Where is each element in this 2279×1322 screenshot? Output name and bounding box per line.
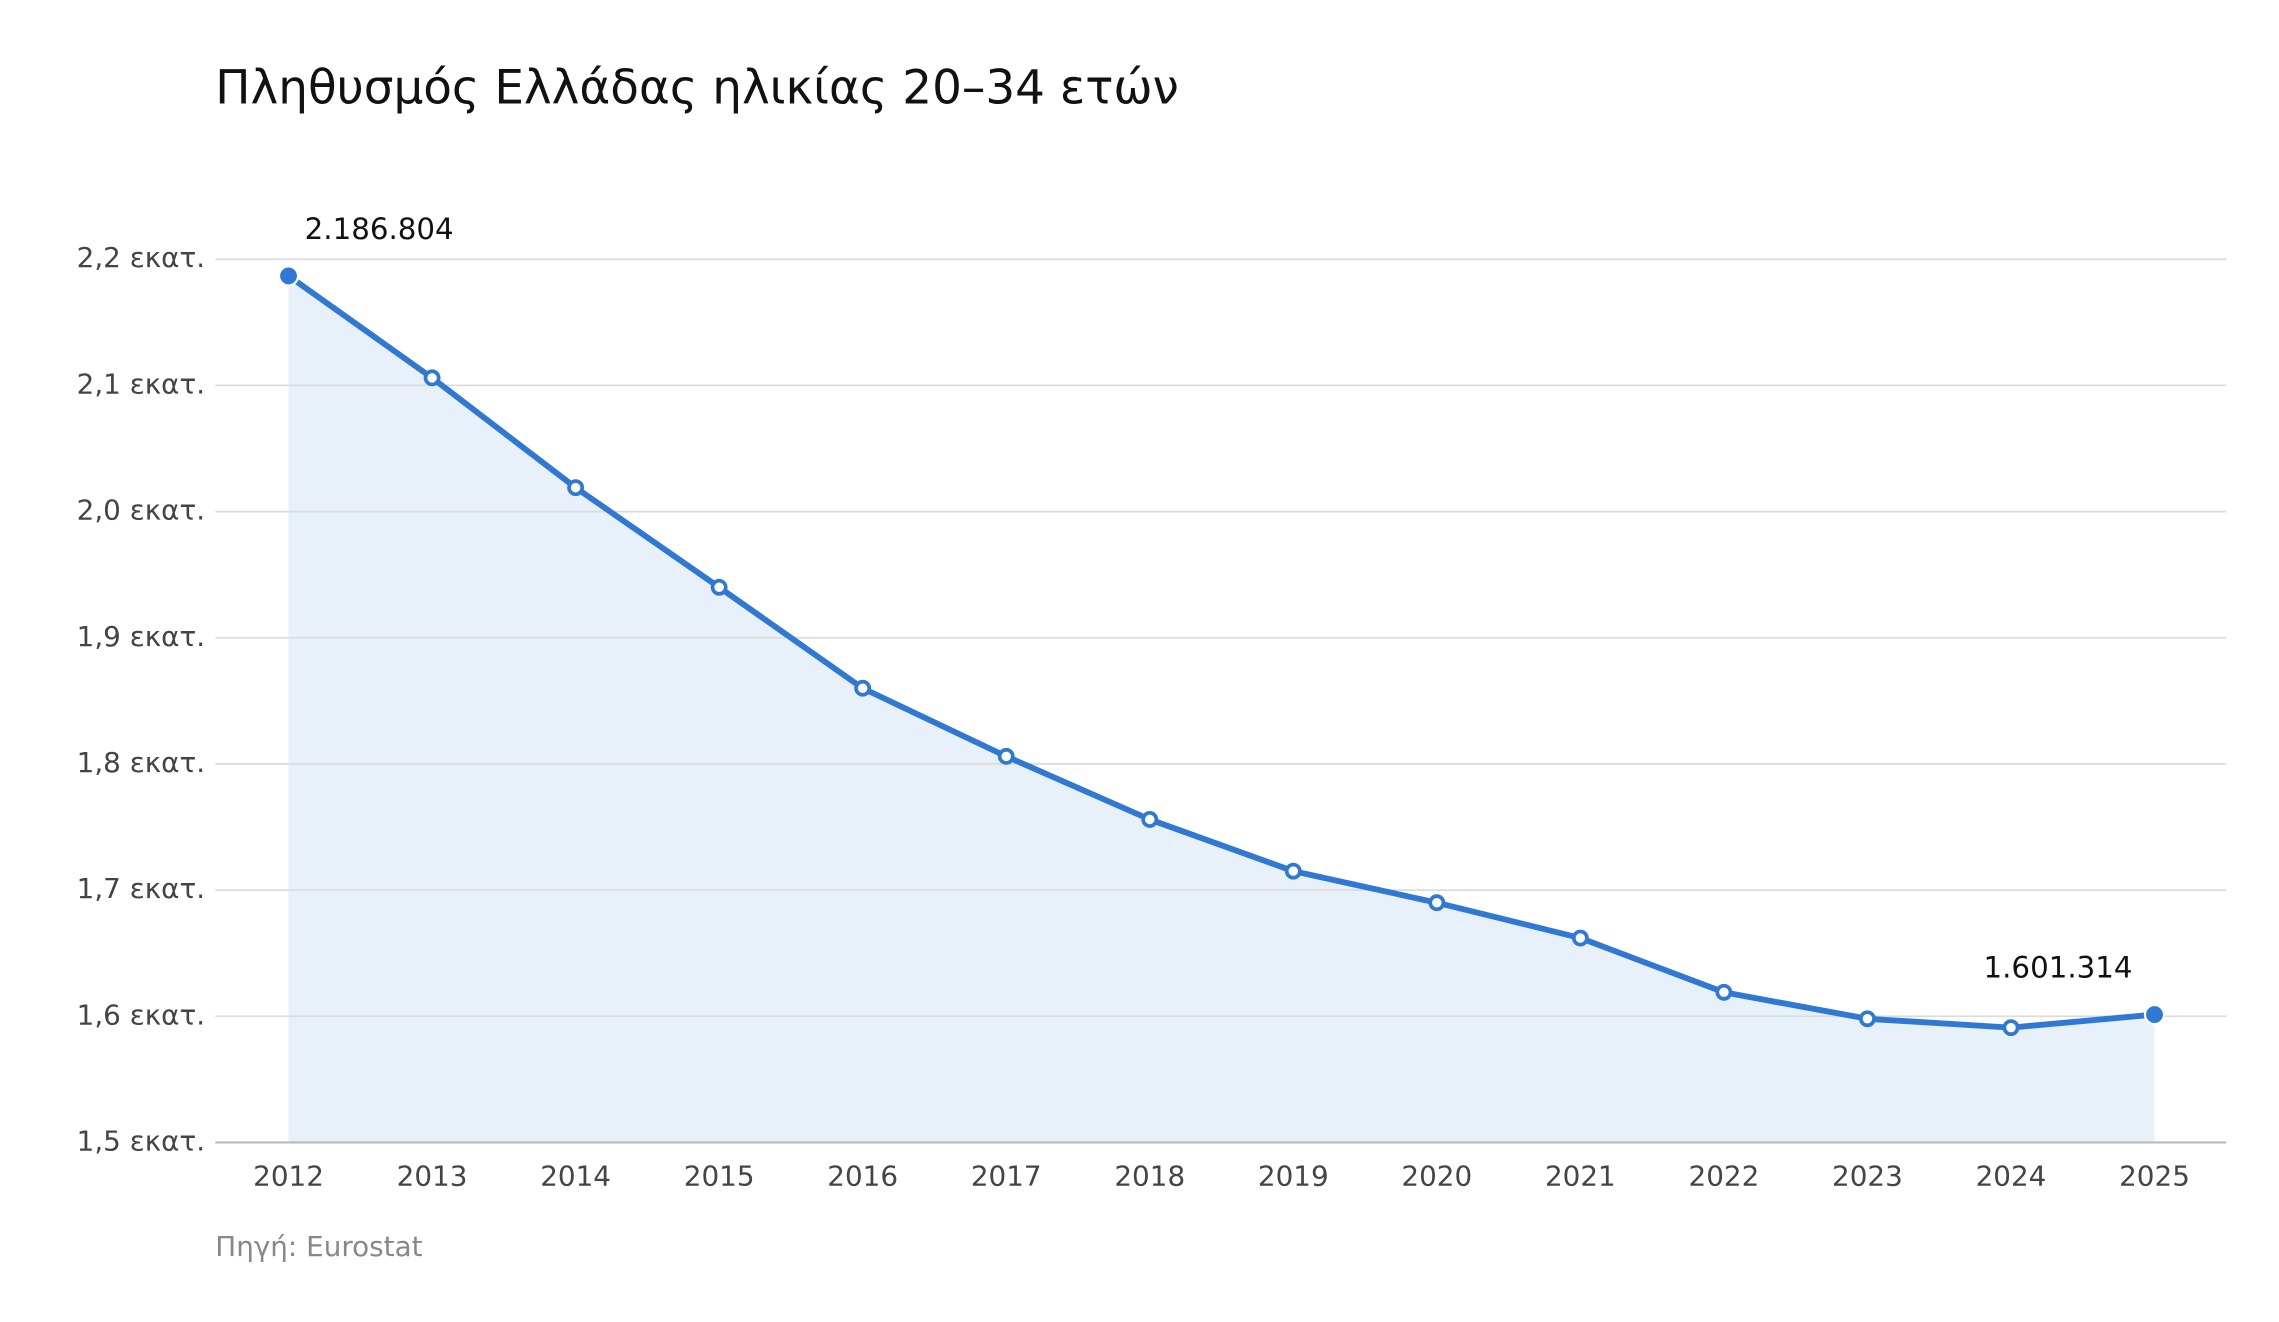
x-tick-label: 2024	[1976, 1160, 2047, 1193]
y-tick-label: 2,2 εκατ.	[77, 241, 205, 274]
source-note: Πηγή: Eurostat	[215, 1230, 422, 1263]
point	[567, 479, 585, 497]
x-tick-label: 2025	[2119, 1160, 2190, 1193]
x-tick-label: 2023	[1832, 1160, 1903, 1193]
y-tick-label: 1,7 εκατ.	[77, 872, 205, 905]
point	[1859, 1010, 1876, 1028]
x-tick-label: 2012	[253, 1160, 324, 1193]
x-tick-label: 2015	[684, 1160, 755, 1193]
point	[1571, 929, 1589, 947]
point	[277, 265, 300, 287]
x-tick-label: 2018	[1114, 1160, 1185, 1193]
y-tick-label: 2,0 εκατ.	[77, 494, 205, 527]
x-tick-label: 2021	[1545, 1160, 1616, 1193]
x-tick-label: 2019	[1258, 1160, 1329, 1193]
point	[1141, 811, 1159, 828]
point	[423, 369, 441, 387]
y-tick-label: 2,1 εκατ.	[77, 367, 205, 400]
x-tick-label: 2017	[971, 1160, 1042, 1193]
area	[288, 275, 2155, 1143]
x-tick-label: 2013	[397, 1160, 468, 1193]
chart-title: Πληθυσμός Ελλάδας ηλικίας 20–34 ετών	[215, 61, 1179, 115]
x-tick-label: 2016	[827, 1160, 898, 1193]
y-tick-label: 1,9 εκατ.	[77, 620, 205, 653]
point	[2143, 1003, 2166, 1026]
point	[997, 747, 1015, 765]
point	[710, 578, 728, 596]
point	[1715, 983, 1733, 1001]
data-label: 1.601.314	[1984, 951, 2133, 985]
point	[854, 679, 872, 697]
y-tick-label: 1,8 εκατ.	[77, 746, 205, 779]
line	[286, 273, 2155, 1031]
y-tick-label: 1,6 εκατ.	[77, 998, 205, 1031]
x-tick-label: 2022	[1689, 1160, 1760, 1193]
y-tick-label: 1,5 εκατ.	[77, 1124, 205, 1157]
x-tick-label: 2014	[540, 1160, 611, 1193]
point	[1428, 894, 1446, 912]
data-label: 2.186.804	[305, 212, 454, 246]
point	[1284, 862, 1302, 880]
point	[2002, 1019, 2020, 1037]
x-tick-label: 2020	[1401, 1160, 1472, 1193]
